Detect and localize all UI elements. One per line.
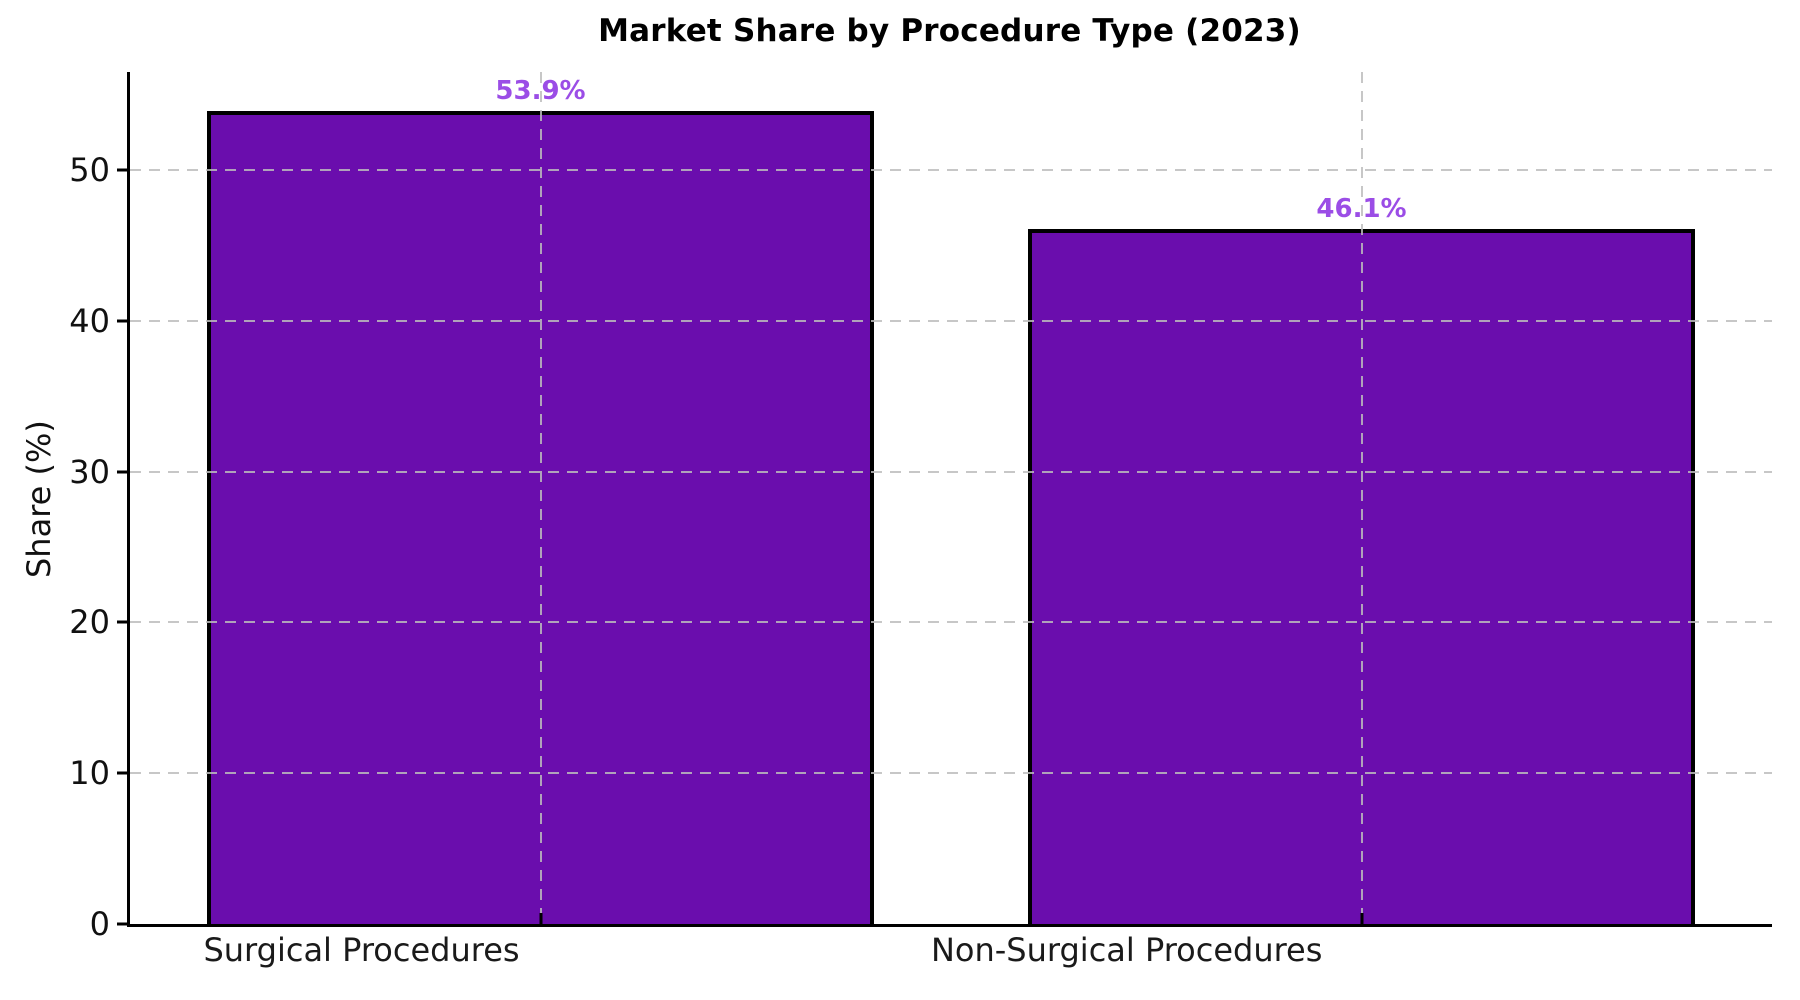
y-axis-title: Share (%) bbox=[20, 420, 58, 579]
y-tick-mark bbox=[117, 319, 130, 323]
y-tick-mark bbox=[117, 620, 130, 624]
bar-value-label: 46.1% bbox=[1316, 193, 1407, 224]
x-tick-mark bbox=[539, 913, 542, 924]
chart-title: Market Share by Procedure Type (2023) bbox=[598, 13, 1301, 49]
y-tick-mark bbox=[117, 470, 130, 474]
x-tick-label: Surgical Procedures bbox=[203, 931, 520, 969]
y-tick-label: 20 bbox=[69, 603, 110, 642]
y-tick-label: 10 bbox=[69, 754, 110, 793]
y-tick-mark bbox=[117, 771, 130, 775]
plot-area: 53.9% 46.1% 0 10 20 30 40 50 Surgical Procedur… bbox=[69, 72, 1772, 968]
y-tick-label: 30 bbox=[69, 452, 110, 491]
x-tick-mark bbox=[1360, 913, 1363, 924]
bar-non-surgical bbox=[1028, 228, 1695, 924]
y-tick-label: 40 bbox=[69, 301, 110, 340]
x-tick-label: Non-Surgical Procedures bbox=[930, 931, 1323, 969]
bar-surgical bbox=[207, 111, 874, 924]
bar-value-label: 53.9% bbox=[495, 76, 586, 107]
y-tick-mark bbox=[117, 168, 130, 172]
y-tick-label: 50 bbox=[69, 151, 110, 190]
y-tick-label: 0 bbox=[89, 905, 110, 943]
y-tick-mark bbox=[117, 922, 130, 926]
